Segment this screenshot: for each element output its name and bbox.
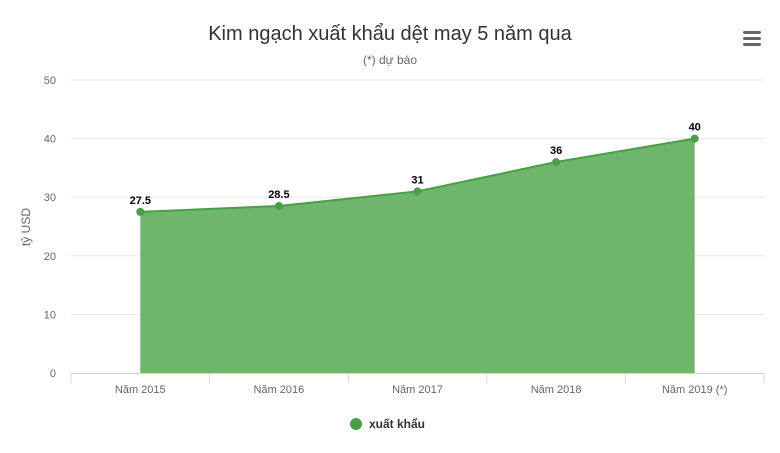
chart-subtitle: (*) dự báo	[363, 53, 417, 67]
data-point[interactable]	[552, 158, 561, 167]
x-tick-label: Năm 2017	[392, 384, 443, 396]
data-label: 28.5	[268, 189, 289, 201]
data-point[interactable]	[274, 201, 283, 210]
series-area	[140, 138, 695, 373]
y-tick-label: 10	[44, 309, 56, 321]
y-axis-title: tỷ USD	[19, 208, 33, 246]
data-label: 36	[550, 145, 562, 157]
data-label: 31	[411, 174, 423, 186]
data-point[interactable]	[690, 134, 699, 143]
x-tick-label: Năm 2016	[254, 384, 305, 396]
y-tick-label: 30	[44, 192, 56, 204]
data-point[interactable]	[136, 207, 145, 216]
data-point[interactable]	[413, 187, 422, 196]
y-tick-label: 50	[44, 75, 56, 87]
legend[interactable]: xuất khẩu	[350, 417, 425, 431]
chart-title: Kim ngạch xuất khẩu dệt may 5 năm qua	[208, 23, 572, 45]
data-label: 40	[689, 122, 701, 134]
hamburger-menu-icon	[743, 31, 761, 46]
y-tick-label: 40	[44, 134, 56, 146]
legend-item-label[interactable]: xuất khẩu	[369, 417, 425, 431]
data-label: 27.5	[130, 195, 151, 207]
y-tick-label: 20	[44, 251, 56, 263]
x-tick-label: Năm 2019 (*)	[662, 384, 727, 396]
x-tick-label: Năm 2015	[115, 384, 166, 396]
x-tick-label: Năm 2018	[531, 384, 582, 396]
y-tick-label: 0	[50, 368, 56, 380]
menu-button[interactable]	[738, 26, 766, 50]
legend-marker	[350, 418, 362, 430]
